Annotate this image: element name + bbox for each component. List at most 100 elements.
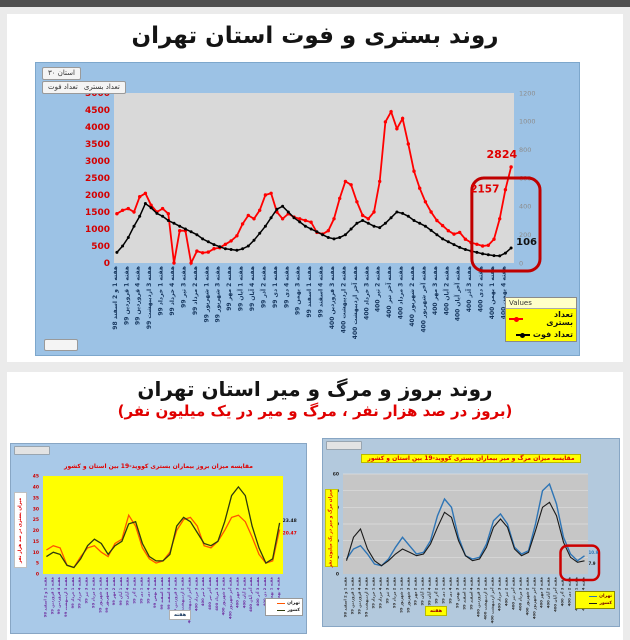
svg-text:0: 0 <box>336 572 339 578</box>
window-top-bar <box>0 0 630 7</box>
incidence-title-text: مقایسه میزان بروز بیماران بستری کووید-19… <box>64 463 253 470</box>
legend-item-tehran: تهران <box>268 600 300 607</box>
svg-text:هفته 2 آذر 99: هفته 2 آذر 99 <box>132 577 137 604</box>
svg-text:هفته 3 تیر 99: هفته 3 تیر 99 <box>385 577 390 604</box>
svg-text:هفته 2 دی 400: هفته 2 دی 400 <box>478 266 485 312</box>
svg-text:هفته آخر اردیبهشت 400: هفته آخر اردیبهشت 400 <box>350 266 359 339</box>
svg-text:45: 45 <box>33 474 39 480</box>
svg-text:هفته 2 آبان 400: هفته 2 آبان 400 <box>441 266 450 315</box>
incidence-legend: تهران کشور <box>265 598 303 616</box>
callout-hospitalized-last: 2824 <box>487 148 518 161</box>
legend-label-hospitalized: تعداد بستری <box>546 310 573 327</box>
svg-text:هفته 3 مهر 400: هفته 3 مهر 400 <box>539 577 544 608</box>
window-tab <box>14 446 50 455</box>
svg-text:هفته 3 مرداد 400: هفته 3 مرداد 400 <box>398 266 405 319</box>
svg-text:هفته 3 تیر 99: هفته 3 تیر 99 <box>180 266 187 308</box>
svg-text:هفته 4 فروردین 99: هفته 4 فروردین 99 <box>56 577 61 615</box>
incidence-chart-window: 45 40 35 30 25 20 15 10 5 0 هفته 1 و 2 اسفند 98 هفت… <box>10 443 307 634</box>
svg-text:هفته 4 آبان 99: هفته 4 آبان 99 <box>427 577 432 606</box>
svg-text:هفته 1 شهریور 99: هفته 1 شهریور 99 <box>399 577 404 613</box>
svg-text:0: 0 <box>519 259 523 267</box>
svg-text:هفته 1 و 2 اسفند 98: هفته 1 و 2 اسفند 98 <box>42 577 47 618</box>
svg-text:هفته 2 شهریور 400: هفته 2 شهریور 400 <box>409 266 416 327</box>
svg-text:25: 25 <box>33 517 39 523</box>
highlight-box <box>559 544 601 582</box>
plot-area <box>114 93 514 263</box>
svg-text:هفته 2 آبان 400: هفته 2 آبان 400 <box>546 577 551 609</box>
svg-text:هفته 1 شهریور 99: هفته 1 شهریور 99 <box>203 266 210 322</box>
legend-label-tehran: تهران <box>599 594 612 599</box>
svg-text:10: 10 <box>33 550 39 556</box>
svg-text:1000: 1000 <box>85 225 110 235</box>
axis-option-chip[interactable] <box>44 339 78 351</box>
svg-text:هفته 1 و 2 اسفند 98: هفته 1 و 2 اسفند 98 <box>343 577 348 618</box>
svg-text:0: 0 <box>104 259 110 269</box>
svg-text:هفته آخر آبان 400: هفته آخر آبان 400 <box>248 577 253 612</box>
legend-item-deaths: تعداد فوت <box>506 329 576 341</box>
slide2-title: روند بروز و مرگ و میر استان تهران <box>137 377 493 401</box>
hospitalization-deaths-chart: 5000450040003500300025002000150010005000… <box>85 89 542 339</box>
svg-text:هفته 2 شهریور 400: هفته 2 شهریور 400 <box>221 577 226 616</box>
svg-text:هفته 1 بهمن 400: هفته 1 بهمن 400 <box>489 266 496 319</box>
y-axis-left-ticks: 45 40 35 30 25 20 15 10 5 0 <box>33 474 39 578</box>
svg-text:هفته 3 خرداد 400: هفته 3 خرداد 400 <box>497 577 502 611</box>
slide2-subtitle: (بروز در صد هزار نفر ، مرگ و میر در یک م… <box>117 402 513 420</box>
svg-text:هفته آخر شهریور 400: هفته آخر شهریور 400 <box>418 266 427 333</box>
svg-text:هفته آخر اردیبهشت 400: هفته آخر اردیبهشت 400 <box>490 577 495 624</box>
incidence-y-axis-label: میزان بستری در صد هزار نفر <box>14 492 27 568</box>
series-toggle-buttons[interactable]: تعداد بستری تعداد فوت <box>42 81 126 94</box>
legend-swatch-tehran <box>277 602 286 605</box>
svg-text:هفته 4 خرداد 99: هفته 4 خرداد 99 <box>378 577 383 609</box>
province-selector-button[interactable]: استان ۳۰ <box>42 67 81 80</box>
x-axis-labels: هفته 1 و 2 اسفند 98 هفته 1 فروردین 99 هفته… <box>112 266 508 339</box>
svg-text:هفته 3 آذر 400: هفته 3 آذر 400 <box>464 266 473 312</box>
svg-text:هفته 1 و 2 اسفند 98: هفته 1 و 2 اسفند 98 <box>112 266 119 330</box>
deaths-toggle-button[interactable]: تعداد فوت <box>48 83 78 91</box>
legend-swatch-deaths <box>515 332 530 338</box>
svg-text:هفته 1 دی 99: هفته 1 دی 99 <box>441 577 446 604</box>
legend-header: Values <box>506 298 576 309</box>
svg-text:هفته 2 مرداد 99: هفته 2 مرداد 99 <box>192 266 199 315</box>
svg-text:3500: 3500 <box>85 140 110 150</box>
svg-text:هفته 1 فروردین 99: هفته 1 فروردین 99 <box>350 577 355 615</box>
svg-text:1200: 1200 <box>519 89 536 97</box>
svg-text:هفته 2 تیر 400: هفته 2 تیر 400 <box>375 266 382 312</box>
svg-text:هفته 1 آبان 99: هفته 1 آبان 99 <box>420 577 425 606</box>
svg-text:هفته 1 شهریور 99: هفته 1 شهریور 99 <box>97 577 102 613</box>
incidence-x-axis-label: هفته <box>169 610 192 620</box>
mortality-y-axis-label-text: میزان مرگ و میر در یک میلیون نفر <box>329 488 335 568</box>
legend-swatch-hospitalized <box>509 316 523 322</box>
mortality-title-text: مقایسه میزان مرگ و میر بیماران بستری کوو… <box>361 454 581 463</box>
callout-hospitalized-prev: 2157 <box>470 184 499 196</box>
mortality-y-axis-label: میزان مرگ و میر در یک میلیون نفر <box>325 489 338 567</box>
svg-text:هفته 1 دی 99: هفته 1 دی 99 <box>138 577 143 604</box>
svg-text:هفته 1 خرداد 99: هفته 1 خرداد 99 <box>158 266 165 316</box>
legend-item-country: کشور <box>578 600 612 607</box>
svg-text:هفته 3 شهریور 99: هفته 3 شهریور 99 <box>406 577 411 613</box>
svg-text:هفته 3 اردیبهشت 99: هفته 3 اردیبهشت 99 <box>146 266 153 329</box>
svg-text:5: 5 <box>36 561 39 567</box>
gridlines <box>343 473 588 558</box>
slide1-title: روند بستری و فوت استان تهران <box>131 23 499 49</box>
svg-text:هفته 3 آذر 400: هفته 3 آذر 400 <box>560 577 565 607</box>
callout-tehran-last: 20.47 <box>283 530 297 536</box>
incidence-y-axis-label-text: میزان بستری در صد هزار نفر <box>18 497 24 563</box>
svg-text:هفته آخر تیر 400: هفته آخر تیر 400 <box>207 577 212 610</box>
legend-item-tehran: تهران <box>578 593 612 600</box>
hospitalization-slide: روند بستری و فوت استان تهران 5000 4500 400… <box>7 14 623 362</box>
incidence-chart-title: مقایسه میزان بروز بیماران بستری کووید-19… <box>11 453 306 472</box>
hospitalized-toggle-button[interactable]: تعداد بستری <box>83 83 120 91</box>
svg-text:هفته 1 اسفند 99: هفته 1 اسفند 99 <box>462 577 467 610</box>
svg-text:15: 15 <box>33 539 39 545</box>
svg-text:5000: 5000 <box>85 89 110 99</box>
svg-text:هفته آخر شهریور 400: هفته آخر شهریور 400 <box>532 577 537 619</box>
svg-text:هفته 2 مرداد 99: هفته 2 مرداد 99 <box>90 577 95 608</box>
svg-text:هفته 3 مهر 400: هفته 3 مهر 400 <box>234 577 239 608</box>
svg-text:هفته آخر آبان 400: هفته آخر آبان 400 <box>553 577 558 612</box>
svg-text:30: 30 <box>33 506 39 512</box>
svg-text:هفته 3 خرداد 400: هفته 3 خرداد 400 <box>363 266 370 320</box>
svg-text:هفته 2 اردیبهشت 400: هفته 2 اردیبهشت 400 <box>483 577 488 620</box>
